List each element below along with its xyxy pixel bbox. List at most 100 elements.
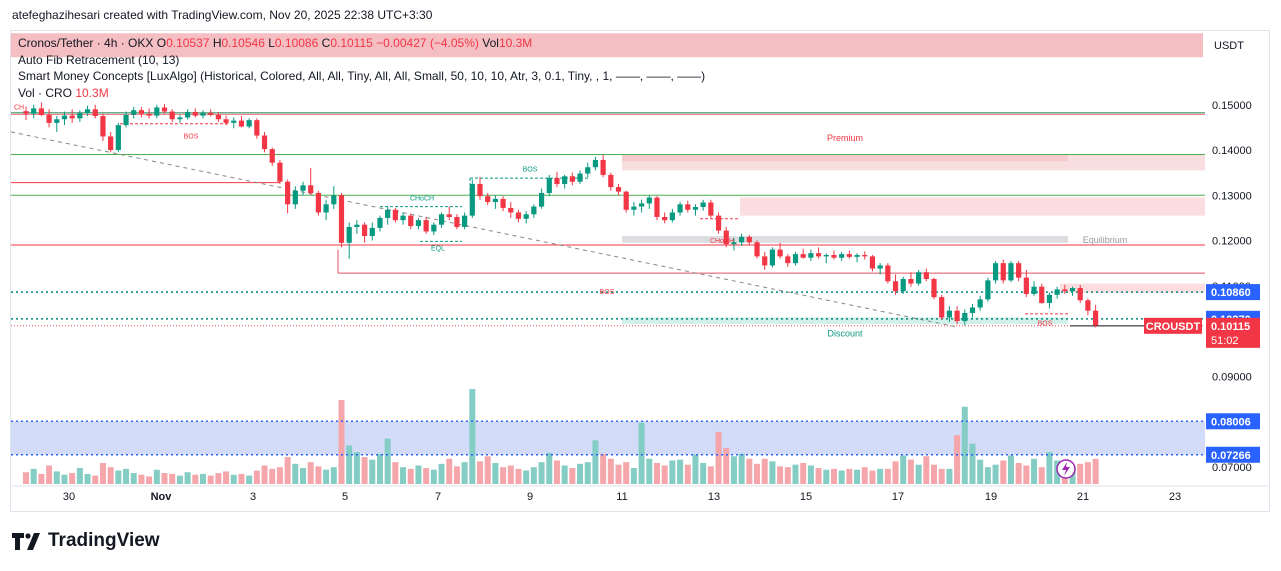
candle-body [1023,277,1029,294]
volume-bar [176,475,183,484]
volume-bar [969,443,976,484]
candle-body [762,256,768,266]
tradingview-logo[interactable]: TradingView [12,530,160,552]
volume-bar [369,459,376,484]
price-tick-label: 0.15000 [1212,100,1252,112]
volume-bar [992,464,999,484]
symbol-badge-text: CROUSDT [1146,321,1201,333]
indicator-volume-value: 10.3M [75,85,109,100]
volume-bar [761,458,768,484]
candle-body [77,112,83,119]
indicator-fib[interactable]: Auto Fib Retracement (10, 13) [18,52,180,67]
candle-body [877,265,883,269]
zone-label-equilibrium: Equilibrium [1083,235,1128,245]
candle-body [269,149,275,163]
candle-body [184,112,191,118]
candle-body [846,254,852,257]
volume-bar [307,462,314,484]
recent-supply-zone [1060,283,1205,293]
candle-body [985,280,991,300]
time-tick-label: 11 [616,491,627,503]
indicator-smc[interactable]: Smart Money Concepts [LuxAlgo] (Historic… [18,69,706,83]
volume-bar [484,456,491,484]
candle-body [462,215,468,227]
candle-body [669,212,675,221]
volume-bar [153,469,160,484]
structure-label-choch-2: CHoCH [710,238,734,245]
candle-body [531,206,537,215]
volume-bar [923,456,930,484]
candle-body [377,217,383,228]
price-level-badge [1206,446,1260,463]
structure-label-ch: CH [14,104,24,111]
volume-bar [130,473,137,484]
zone-label-premium: Premium [827,133,863,143]
volume-bar [569,468,576,484]
volume-bar [700,463,707,484]
chart-frame[interactable] [10,30,1270,512]
candle-body [685,204,691,210]
candle-body [831,255,837,258]
candle-body [977,299,983,308]
candle-body [754,242,760,257]
candle-body [615,187,622,192]
volume-bar [507,465,514,484]
price-axis: USDT0.150000.140000.130000.120000.110000… [1144,31,1269,511]
candle-body [1016,263,1022,278]
candle-body [577,173,583,182]
candle-body [777,249,783,257]
tradingview-logo-icon [12,532,40,550]
chart-legend[interactable]: Cronos/Tether · 4h · OKX O0.10537 H0.105… [18,35,705,101]
high-value: 0.10546 [221,36,265,50]
price-tick-label: 0.14000 [1212,145,1252,157]
candle-body [492,198,498,203]
candle-body [46,114,52,123]
candle-body [1008,263,1014,281]
candle-body [254,120,260,136]
candle-body [931,278,937,298]
candle-body [1069,288,1076,292]
candle-body [908,278,914,284]
structure-label-bos-3: BOS [600,289,615,296]
indicator-volume[interactable]: Vol · CRO 10.3M [18,85,705,102]
candle-body [200,112,206,116]
volume-bar [1092,458,1099,484]
volume-bar [284,457,291,484]
volume-bar [707,466,714,484]
volume-bar [1038,467,1045,484]
candle-body [808,253,814,258]
volume-bar [1015,463,1022,484]
volume-bar [938,468,945,484]
candle-body [123,114,129,126]
candle-body [639,203,645,207]
time-tick-label: 5 [342,491,348,503]
candle-body [208,112,214,115]
volume-bar [1023,465,1030,484]
volume-bar [715,431,722,484]
volume-bar [738,453,745,484]
volume-bar [661,465,668,484]
volume-bar [161,473,168,484]
volume-bar [430,469,437,484]
candle-body [916,272,922,284]
candle-body [261,135,268,150]
symbol-title[interactable]: Cronos/Tether · 4h · OKX [18,36,154,50]
volume-bar [169,473,176,484]
volume-bar [192,474,199,484]
volume-bar [961,406,968,484]
volume-bar [230,474,237,484]
volume-bar [838,470,845,484]
volume-bar [469,389,476,484]
volume-bar [276,467,283,484]
time-tick-label: 30 [63,491,75,503]
attribution-text: atefeghazihesari created with TradingVie… [12,8,433,22]
volume-bar [423,468,430,484]
time-tick-label: 19 [985,491,997,503]
volume-bar [30,468,37,484]
candle-body [1093,310,1099,326]
volume-bar [546,452,553,484]
volume-bar [461,462,468,484]
candle-body [454,216,460,227]
volume-bar [1000,460,1007,484]
